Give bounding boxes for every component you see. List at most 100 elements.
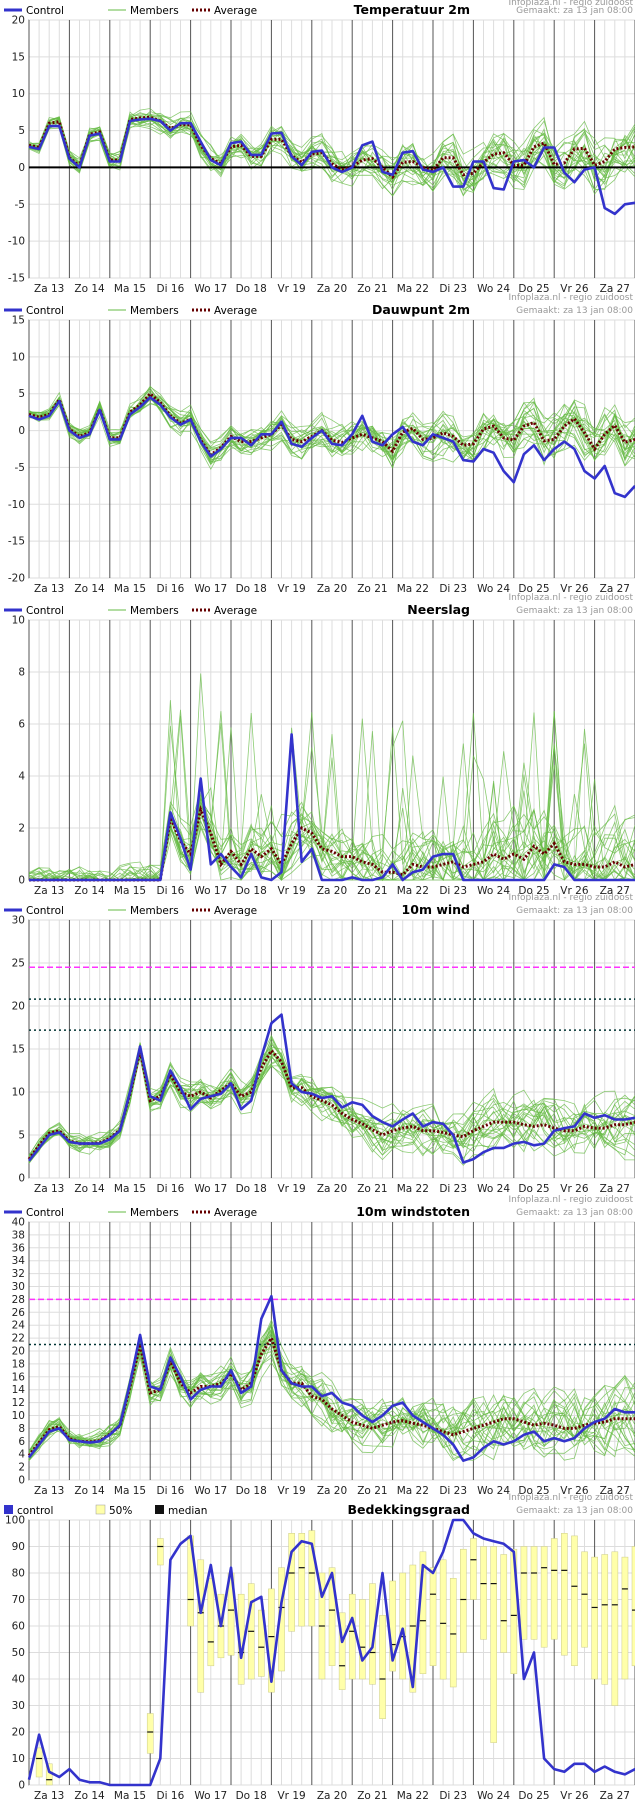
day-tick-label: Di 16 bbox=[157, 885, 185, 897]
day-tick-label: Ma 15 bbox=[114, 1183, 146, 1195]
y-tick-label: 5 bbox=[18, 1130, 25, 1142]
chart-title: Neerslag bbox=[407, 602, 470, 617]
source-label: Infoplaza.nl - regio zuidoost bbox=[508, 1493, 633, 1503]
legend-members-label: Members bbox=[130, 5, 179, 17]
day-tick-label: Do 18 bbox=[236, 1790, 267, 1800]
band-bar bbox=[298, 1533, 306, 1627]
day-tick-label: Za 27 bbox=[600, 1485, 630, 1497]
y-tick-label: 2 bbox=[18, 1462, 25, 1474]
y-tick-label: 38 bbox=[12, 1229, 25, 1241]
y-tick-label: 10 bbox=[12, 1753, 25, 1765]
day-tick-label: Ma 15 bbox=[114, 283, 146, 295]
band-bar bbox=[591, 1556, 598, 1680]
legend-band-swatch bbox=[95, 1504, 106, 1515]
day-tick-label: Wo 24 bbox=[477, 283, 510, 295]
band-bar bbox=[429, 1567, 437, 1666]
day-tick-label: Vr 26 bbox=[560, 583, 589, 595]
member-line bbox=[28, 113, 635, 187]
day-tick-label: Ma 22 bbox=[397, 583, 429, 595]
day-tick-label: Vr 19 bbox=[277, 283, 305, 295]
day-tick-label: Zo 21 bbox=[357, 583, 387, 595]
band-bar bbox=[460, 1548, 467, 1653]
y-tick-label: 20 bbox=[12, 1727, 25, 1739]
y-tick-label: 6 bbox=[18, 1436, 25, 1448]
day-tick-label: Di 23 bbox=[439, 583, 467, 595]
y-tick-label: 10 bbox=[12, 351, 25, 363]
y-tick-label: -15 bbox=[8, 273, 25, 285]
band-bar bbox=[328, 1567, 336, 1666]
made-label: Gemaakt: za 13 jan 08:00 bbox=[516, 6, 633, 16]
y-tick-label: 30 bbox=[12, 1281, 25, 1293]
chart-title: Temperatuur 2m bbox=[354, 2, 470, 17]
band-bar bbox=[379, 1615, 386, 1719]
y-tick-label: 15 bbox=[12, 1044, 25, 1056]
y-tick-label: 32 bbox=[12, 1268, 25, 1280]
panel-2: -20 -15 -10 -5 0 5 10 15 Za 13 Zo 14 Ma 15 Di 16 Wo … bbox=[4, 293, 635, 595]
y-tick-label: 8 bbox=[18, 1423, 25, 1435]
day-tick-label: Wo 24 bbox=[477, 885, 510, 897]
y-tick-label: 25 bbox=[12, 958, 25, 970]
band-bar bbox=[439, 1559, 447, 1680]
band-bar bbox=[510, 1548, 518, 1674]
y-tick-label: 0 bbox=[18, 875, 25, 887]
day-tick-label: Ma 15 bbox=[114, 1790, 146, 1800]
legend-band-label: 50% bbox=[109, 1505, 132, 1517]
band-bar bbox=[409, 1564, 417, 1693]
day-tick-label: Za 13 bbox=[34, 1485, 64, 1497]
band-bar bbox=[399, 1572, 407, 1680]
day-tick-label: Vr 26 bbox=[560, 283, 589, 295]
day-tick-label: Zo 14 bbox=[74, 1790, 105, 1800]
day-tick-label: Wo 24 bbox=[477, 1183, 510, 1195]
day-tick-label: Zo 21 bbox=[357, 1790, 387, 1800]
band-bar bbox=[561, 1533, 568, 1656]
day-tick-label: Do 18 bbox=[236, 583, 267, 595]
member-line bbox=[28, 1046, 635, 1162]
member-line bbox=[28, 786, 635, 881]
day-tick-label: Do 18 bbox=[236, 1485, 267, 1497]
y-tick-label: 6 bbox=[18, 719, 25, 731]
day-tick-label: Ma 15 bbox=[114, 885, 146, 897]
band-bar bbox=[258, 1609, 265, 1677]
band-bar bbox=[197, 1559, 205, 1693]
y-tick-label: 10 bbox=[12, 1410, 25, 1422]
member-line bbox=[28, 113, 635, 192]
y-tick-label: 2 bbox=[18, 823, 25, 835]
y-tick-label: 5 bbox=[18, 388, 25, 400]
day-tick-label: Zo 21 bbox=[357, 283, 387, 295]
day-tick-label: Za 13 bbox=[34, 1790, 64, 1800]
day-tick-label: Di 16 bbox=[157, 583, 185, 595]
legend-control-swatch bbox=[4, 1505, 13, 1514]
band-bar bbox=[359, 1599, 366, 1680]
y-tick-label: 10 bbox=[12, 1087, 25, 1099]
day-tick-label: Do 25 bbox=[518, 583, 549, 595]
day-tick-label: Ma 22 bbox=[397, 885, 429, 897]
day-tick-label: Do 25 bbox=[518, 283, 549, 295]
average-line bbox=[27, 1334, 635, 1457]
y-tick-label: 20 bbox=[12, 1001, 25, 1013]
day-tick-label: Vr 26 bbox=[560, 1485, 589, 1497]
y-tick-label: 15 bbox=[12, 315, 25, 327]
day-tick-label: Ma 22 bbox=[397, 1485, 429, 1497]
average-line bbox=[27, 1048, 635, 1160]
y-tick-label: 28 bbox=[12, 1294, 25, 1306]
source-label: Infoplaza.nl - regio zuidoost bbox=[508, 893, 633, 903]
day-tick-label: Zo 14 bbox=[74, 283, 105, 295]
y-tick-label: 90 bbox=[12, 1541, 25, 1553]
y-tick-label: 30 bbox=[12, 1700, 25, 1712]
y-tick-label: 34 bbox=[12, 1255, 26, 1267]
day-tick-label: Zo 21 bbox=[357, 1183, 387, 1195]
member-line bbox=[29, 774, 635, 882]
band-bar bbox=[146, 1713, 154, 1754]
member-line bbox=[28, 1036, 635, 1164]
day-tick-label: Ma 22 bbox=[397, 283, 429, 295]
y-tick-label: 4 bbox=[18, 1449, 25, 1461]
legend-members-label: Members bbox=[130, 1207, 179, 1219]
legend-average-label: Average bbox=[214, 5, 257, 17]
day-tick-label: Za 20 bbox=[317, 1790, 347, 1800]
band-bar bbox=[500, 1554, 508, 1653]
day-tick-label: Wo 17 bbox=[194, 1790, 227, 1800]
day-tick-label: Vr 19 bbox=[277, 583, 305, 595]
legend-average-label: Average bbox=[214, 905, 257, 917]
day-tick-label: Zo 14 bbox=[74, 1183, 105, 1195]
